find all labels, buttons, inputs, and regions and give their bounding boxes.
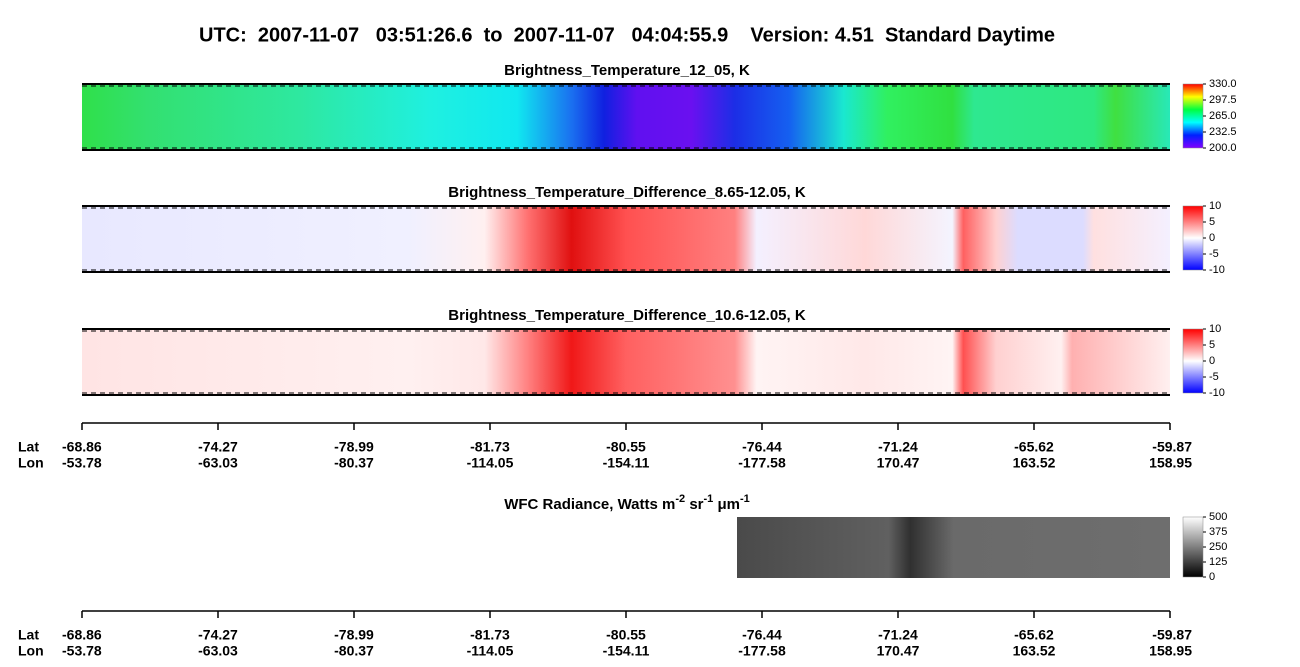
colorbar-tick-label: 0 — [1209, 232, 1215, 244]
lon-tick-label: 158.95 — [1149, 643, 1192, 659]
colorbar-tick-label: 0 — [1209, 571, 1215, 583]
colorbar-tick-label: 125 — [1209, 556, 1227, 568]
lat-tick-label: -76.44 — [742, 627, 782, 643]
colorbar-tick-label: 500 — [1209, 511, 1227, 523]
colorbar-tick-label: -10 — [1209, 264, 1225, 276]
colorbar-tick-label: 0 — [1209, 355, 1215, 367]
heatmap-image — [82, 206, 1170, 272]
lat-tick-label: -81.73 — [470, 627, 510, 643]
lon-tick-label: -177.58 — [738, 455, 786, 471]
lat-tick-label: -78.99 — [334, 439, 374, 455]
lon-tick-label: 163.52 — [1013, 643, 1056, 659]
heatmap-image — [82, 84, 1170, 150]
lat-tick-label: -59.87 — [1152, 439, 1192, 455]
lat-tick-label: -76.44 — [742, 439, 782, 455]
panel-images — [82, 84, 1170, 578]
lat-tick-label: -71.24 — [878, 627, 918, 643]
axis-label: Lon — [18, 643, 44, 659]
heatmap-image — [737, 517, 1170, 578]
colorbar-tick-label: -5 — [1209, 371, 1219, 383]
panel-title: Brightness_Temperature_Difference_10.6-1… — [448, 307, 806, 324]
colorbar-tick-label: 297.5 — [1209, 94, 1237, 106]
axis-label: Lon — [18, 455, 44, 471]
colorbar-tick-label: 200.0 — [1209, 142, 1237, 154]
lat-tick-label: -80.55 — [606, 627, 646, 643]
lat-tick-label: -68.86 — [62, 627, 102, 643]
lon-tick-label: -114.05 — [467, 455, 514, 471]
panel-title: Brightness_Temperature_12_05, K — [504, 62, 750, 79]
lat-tick-label: -80.55 — [606, 439, 646, 455]
lon-tick-label: -154.11 — [603, 643, 650, 659]
colorbar-tick-label: 10 — [1209, 323, 1221, 335]
lon-tick-label: -154.11 — [603, 455, 650, 471]
lon-tick-label: -53.78 — [62, 643, 102, 659]
axis-label: Lat — [18, 627, 39, 643]
lat-tick-label: -71.24 — [878, 439, 918, 455]
colorbar-tick-label: 250 — [1209, 541, 1227, 553]
lon-tick-label: -53.78 — [62, 455, 102, 471]
lat-tick-label: -59.87 — [1152, 627, 1192, 643]
colorbar-tick-label: 10 — [1209, 200, 1221, 212]
lon-tick-label: 170.47 — [877, 455, 920, 471]
colorbar-tick-label: 375 — [1209, 526, 1227, 538]
panel-title: WFC Radiance, Watts m-2 sr-1 μm-1 — [504, 493, 750, 513]
colorbar-tick-label: -10 — [1209, 387, 1225, 399]
lat-tick-label: -65.62 — [1014, 439, 1054, 455]
colorbar-tick-label: 5 — [1209, 216, 1215, 228]
colorbar-tick-label: -5 — [1209, 248, 1219, 260]
colorbar-tick-label: 330.0 — [1209, 78, 1237, 90]
colorbar-tick-label: 5 — [1209, 339, 1215, 351]
lon-tick-label: -177.58 — [738, 643, 786, 659]
lat-tick-label: -81.73 — [470, 439, 510, 455]
title-superscript: -2 — [675, 493, 685, 505]
title-superscript: -1 — [740, 493, 750, 505]
lat-tick-label: -68.86 — [62, 439, 102, 455]
lon-tick-label: -80.37 — [334, 643, 374, 659]
lat-tick-label: -78.99 — [334, 627, 374, 643]
page-title: UTC: 2007-11-07 03:51:26.6 to 2007-11-07… — [199, 24, 1055, 46]
lat-tick-label: -65.62 — [1014, 627, 1054, 643]
lat-tick-label: -74.27 — [198, 439, 238, 455]
colorbar — [1182, 516, 1204, 578]
title-part: μm — [713, 496, 740, 513]
colorbar — [1182, 205, 1204, 271]
panel-title: Brightness_Temperature_Difference_8.65-1… — [448, 184, 806, 201]
title-superscript: -1 — [704, 493, 714, 505]
colorbar-tick-label: 265.0 — [1209, 110, 1237, 122]
colorbar — [1182, 328, 1204, 394]
colorbar — [1182, 83, 1204, 149]
colorbar-tick-label: 232.5 — [1209, 126, 1237, 138]
lon-tick-label: 163.52 — [1013, 455, 1056, 471]
lon-tick-label: -114.05 — [467, 643, 514, 659]
heatmap-image — [82, 329, 1170, 395]
lon-tick-label: 170.47 — [877, 643, 920, 659]
lon-tick-label: 158.95 — [1149, 455, 1192, 471]
lon-tick-label: -63.03 — [198, 643, 238, 659]
lat-tick-label: -74.27 — [198, 627, 238, 643]
lon-tick-label: -80.37 — [334, 455, 374, 471]
title-part: sr — [685, 496, 704, 513]
title-part: WFC Radiance, Watts m — [504, 496, 675, 513]
lon-tick-label: -63.03 — [198, 455, 238, 471]
axis-label: Lat — [18, 439, 39, 455]
